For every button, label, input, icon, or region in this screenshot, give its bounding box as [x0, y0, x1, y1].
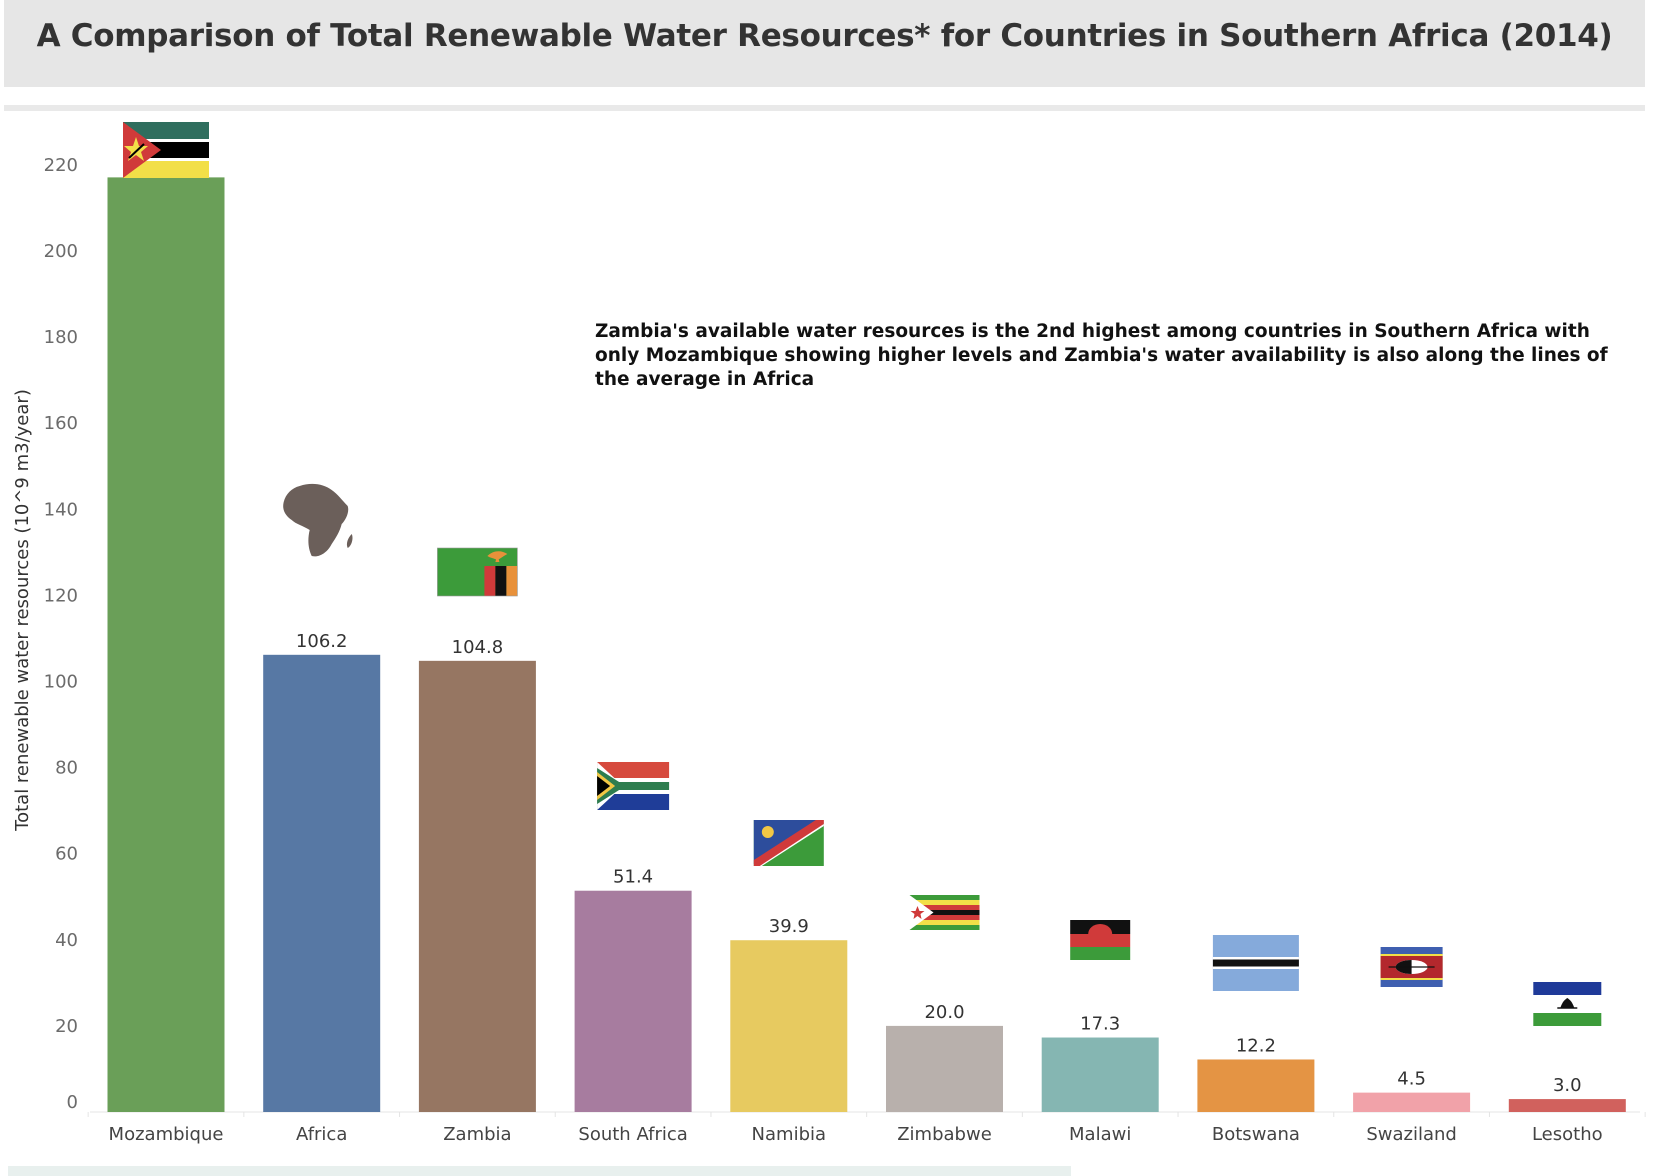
y-tick-label: 120 [44, 585, 78, 606]
bar-zimbabwe[interactable] [886, 1025, 1003, 1112]
flag-sun [761, 826, 774, 838]
x-tick-label: South Africa [578, 1124, 687, 1145]
africa-map-icon [283, 483, 353, 557]
x-tick-label: Lesotho [1532, 1124, 1603, 1145]
x-tick-label: Botswana [1212, 1124, 1300, 1145]
bar-lesotho[interactable] [1508, 1099, 1626, 1112]
flag-stripe [495, 566, 507, 596]
flag-stripe [909, 895, 980, 900]
africa-shape [283, 483, 349, 557]
flag-triangle [597, 776, 611, 796]
data-label: 17.3 [1080, 1014, 1120, 1035]
flag-stripe [123, 122, 209, 139]
y-tick-label: 20 [55, 1016, 78, 1037]
bar-africa[interactable] [263, 654, 381, 1112]
x-tick-label: Zimbabwe [897, 1124, 992, 1145]
bar-malawi[interactable] [1041, 1037, 1159, 1112]
mozambique-flag-icon [123, 122, 209, 178]
x-tick-label: Mozambique [109, 1124, 224, 1145]
flag-stripe [1533, 982, 1602, 995]
data-label: 51.4 [613, 867, 653, 888]
data-label: 20.0 [924, 1002, 964, 1023]
flag-stripe [1070, 934, 1131, 947]
bar-mozambique[interactable] [107, 177, 225, 1112]
data-label: 3.0 [1553, 1075, 1582, 1096]
y-axis-label: Total renewable water resources (10^9 m3… [12, 389, 33, 832]
flag-red-band [753, 820, 824, 866]
flag-rifle [128, 143, 145, 159]
y-tick-label: 60 [55, 844, 78, 865]
flag-pall [597, 768, 670, 804]
zimbabwe-flag-icon [909, 895, 980, 930]
y-tick-label: 140 [44, 499, 78, 520]
y-tick-label: 80 [55, 758, 78, 779]
flag-star [910, 906, 925, 919]
y-tick-label: 160 [44, 413, 78, 434]
flag-stripe [123, 161, 209, 178]
swaziland-flag-icon [1380, 947, 1443, 987]
south-africa-flag-icon [597, 762, 670, 810]
botswana-flag-icon [1212, 935, 1299, 991]
flag-hat [1560, 998, 1575, 1008]
y-tick-label: 40 [55, 930, 78, 951]
flag-stripe [909, 910, 980, 915]
title-bar: A Comparison of Total Renewable Water Re… [4, 0, 1645, 87]
axis-layer: 0 20 40 60 80 100 120 140 160 180 200 220 Total rene… [12, 155, 1646, 1145]
flag-stripe [1070, 947, 1131, 960]
flag-stripe [484, 566, 496, 596]
y-tick-label: 200 [44, 241, 78, 262]
y-tick-label: 0 [67, 1092, 78, 1113]
madagascar-shape [346, 534, 353, 548]
flag-stripe [909, 915, 980, 920]
chart-annotation: Zambia's available water resources is th… [595, 321, 1608, 390]
flag-stripe [1533, 1013, 1602, 1026]
flag-stripe [597, 762, 670, 778]
x-tick-label: Zambia [443, 1124, 511, 1145]
flag-stripe [909, 925, 980, 930]
flag-stripe [1212, 959, 1299, 967]
flag-stripe [909, 920, 980, 925]
data-label: 104.8 [452, 637, 504, 658]
chart-title: A Comparison of Total Renewable Water Re… [36, 18, 1613, 54]
flag-stripe [909, 905, 980, 910]
x-tick-label: Africa [296, 1124, 347, 1145]
y-tick-label: 220 [44, 155, 78, 176]
data-label: 12.2 [1236, 1035, 1276, 1056]
x-tick-label: Namibia [752, 1124, 827, 1145]
bar-zambia[interactable] [418, 660, 536, 1112]
flag-eagle [487, 551, 508, 562]
bar-botswana[interactable] [1197, 1059, 1315, 1112]
y-tick-label: 180 [44, 327, 78, 348]
flag-star [124, 137, 148, 161]
flag-stripe [909, 900, 980, 905]
icons-layer [123, 122, 1602, 1026]
y-tick-label: 100 [44, 672, 78, 693]
bar-swaziland[interactable] [1353, 1092, 1471, 1112]
lesotho-flag-icon [1533, 982, 1602, 1026]
bars-layer: 106.2 104.8 51.4 39.9 20.0 17.3 12.2 4.5 3.0 [107, 177, 1626, 1112]
data-label: 4.5 [1397, 1069, 1426, 1090]
flag-border [437, 547, 518, 597]
bar-namibia[interactable] [730, 940, 848, 1112]
x-tick-label: Malawi [1069, 1124, 1131, 1145]
flag-sun [1088, 924, 1113, 934]
data-label: 106.2 [296, 631, 348, 652]
flag-stripe [597, 794, 670, 810]
bar-south-africa[interactable] [574, 890, 692, 1112]
malawi-flag-icon [1070, 920, 1131, 960]
x-tick-label: Swaziland [1366, 1124, 1457, 1145]
data-label: 39.9 [769, 916, 809, 937]
header-divider [4, 105, 1645, 111]
zambia-flag-icon [437, 547, 518, 597]
namibia-flag-icon [753, 820, 824, 866]
bottom-scroll-strip [8, 1166, 1071, 1176]
flag-stripe [506, 566, 518, 596]
